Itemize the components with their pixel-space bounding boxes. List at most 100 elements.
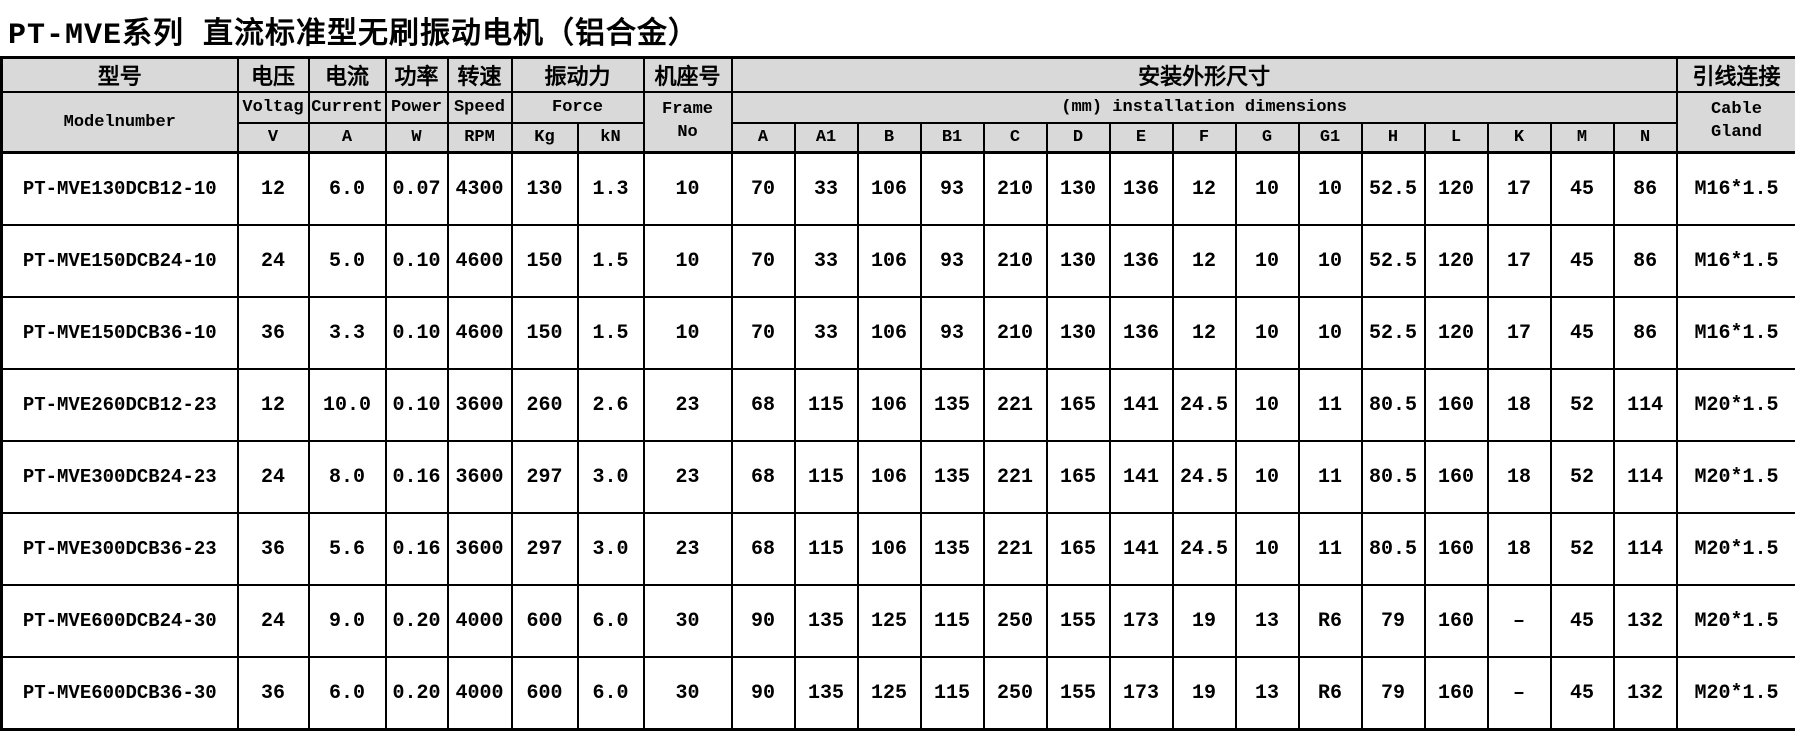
col-header-power-en: Power xyxy=(384,91,449,124)
page-title: PT-MVE系列 直流标准型无刷振动电机（铝合金） xyxy=(8,19,700,53)
cell-dim-g: 10 xyxy=(1234,512,1300,586)
cell-model: PT-MVE150DCB36-10 xyxy=(0,296,239,370)
cell-speed: 4600 xyxy=(446,224,513,298)
col-header-voltage-en: Voltag xyxy=(236,91,310,124)
col-header-frame-en: Frame No xyxy=(642,91,733,154)
cell-cable-gland: M20*1.5 xyxy=(1675,584,1795,658)
cell-dim-n: 132 xyxy=(1612,584,1678,658)
col-header-dimensions-en: (mm) installation dimensions xyxy=(730,91,1678,124)
col-header-speed-en: Speed xyxy=(446,91,513,124)
table-row: PT-MVE600DCB36-30 36 6.0 0.20 4000 600 6.0 30 90… xyxy=(0,656,1795,731)
cell-dim-c: 221 xyxy=(982,440,1048,514)
cell-dim-l: 160 xyxy=(1423,368,1489,442)
cell-dim-m: 45 xyxy=(1549,224,1615,298)
cell-dim-c: 210 xyxy=(982,151,1048,226)
dim-col-g1: G1 xyxy=(1297,122,1363,154)
cell-dim-f: 24.5 xyxy=(1171,440,1237,514)
cell-dim-g: 13 xyxy=(1234,584,1300,658)
table-row: PT-MVE130DCB12-10 12 6.0 0.07 4300 130 1.3 10 70… xyxy=(0,151,1795,226)
dim-col-a: A xyxy=(730,122,796,154)
cell-dim-b1: 135 xyxy=(919,368,985,442)
cell-dim-d: 155 xyxy=(1045,584,1111,658)
cell-dim-a1: 115 xyxy=(793,440,859,514)
cell-dim-a1: 33 xyxy=(793,224,859,298)
cell-dim-m: 52 xyxy=(1549,440,1615,514)
cell-cable-gland: M20*1.5 xyxy=(1675,440,1795,514)
cell-dim-g1: 11 xyxy=(1297,440,1363,514)
cell-dim-h: 80.5 xyxy=(1360,512,1426,586)
cell-voltage: 24 xyxy=(236,584,310,658)
cell-dim-g1: 10 xyxy=(1297,296,1363,370)
cell-current: 10.0 xyxy=(307,368,387,442)
cell-dim-h: 52.5 xyxy=(1360,296,1426,370)
col-header-dimensions-cn: 安装外形尺寸 xyxy=(730,56,1678,93)
unit-speed: RPM xyxy=(446,122,513,154)
cell-dim-g1: 10 xyxy=(1297,151,1363,226)
cell-dim-a: 68 xyxy=(730,512,796,586)
col-header-current-en: Current xyxy=(307,91,387,124)
cell-dim-a1: 135 xyxy=(793,656,859,731)
cell-dim-d: 130 xyxy=(1045,151,1111,226)
cell-dim-k: 18 xyxy=(1486,512,1552,586)
cell-dim-f: 12 xyxy=(1171,224,1237,298)
cell-force-kn: 1.5 xyxy=(576,224,645,298)
table-row: PT-MVE150DCB36-10 36 3.3 0.10 4600 150 1.5 10 70… xyxy=(0,296,1795,370)
col-header-power-cn: 功率 xyxy=(384,56,449,93)
cell-dim-c: 250 xyxy=(982,584,1048,658)
cell-power: 0.16 xyxy=(384,512,449,586)
cell-dim-n: 114 xyxy=(1612,512,1678,586)
cell-current: 5.6 xyxy=(307,512,387,586)
table-row: PT-MVE300DCB36-23 36 5.6 0.16 3600 297 3.0 23 68… xyxy=(0,512,1795,586)
cell-dim-d: 130 xyxy=(1045,224,1111,298)
cell-frame: 10 xyxy=(642,296,733,370)
cell-force-kn: 2.6 xyxy=(576,368,645,442)
cell-dim-f: 19 xyxy=(1171,584,1237,658)
col-header-current-cn: 电流 xyxy=(307,56,387,93)
spec-table-body: PT-MVE130DCB12-10 12 6.0 0.07 4300 130 1.3 10 70… xyxy=(0,151,1795,731)
cell-dim-m: 52 xyxy=(1549,512,1615,586)
cell-dim-g1: R6 xyxy=(1297,584,1363,658)
cell-dim-h: 80.5 xyxy=(1360,368,1426,442)
cell-dim-a1: 135 xyxy=(793,584,859,658)
cell-dim-a1: 33 xyxy=(793,151,859,226)
cell-dim-b: 106 xyxy=(856,440,922,514)
cell-dim-l: 120 xyxy=(1423,224,1489,298)
cell-dim-h: 80.5 xyxy=(1360,440,1426,514)
cell-dim-l: 160 xyxy=(1423,512,1489,586)
cell-dim-b: 125 xyxy=(856,656,922,731)
cell-model: PT-MVE600DCB36-30 xyxy=(0,656,239,731)
cell-dim-f: 24.5 xyxy=(1171,368,1237,442)
cell-dim-b1: 93 xyxy=(919,224,985,298)
cell-dim-c: 221 xyxy=(982,512,1048,586)
cell-dim-c: 210 xyxy=(982,296,1048,370)
cell-dim-a: 90 xyxy=(730,656,796,731)
cell-dim-b1: 115 xyxy=(919,656,985,731)
cell-force-kg: 600 xyxy=(510,584,579,658)
unit-force-kn: kN xyxy=(576,122,645,154)
cell-dim-g1: 10 xyxy=(1297,224,1363,298)
cell-dim-c: 250 xyxy=(982,656,1048,731)
cell-model: PT-MVE260DCB12-23 xyxy=(0,368,239,442)
cell-dim-a: 70 xyxy=(730,296,796,370)
cell-dim-k: 18 xyxy=(1486,440,1552,514)
cell-force-kn: 6.0 xyxy=(576,584,645,658)
cell-speed: 3600 xyxy=(446,368,513,442)
col-header-force-cn: 振动力 xyxy=(510,56,645,93)
cell-force-kn: 3.0 xyxy=(576,512,645,586)
cell-dim-m: 45 xyxy=(1549,296,1615,370)
cell-dim-b: 106 xyxy=(856,296,922,370)
dim-col-l: L xyxy=(1423,122,1489,154)
cell-dim-a: 70 xyxy=(730,151,796,226)
cell-force-kg: 297 xyxy=(510,440,579,514)
table-row: PT-MVE300DCB24-23 24 8.0 0.16 3600 297 3.0 23 68… xyxy=(0,440,1795,514)
cell-dim-f: 24.5 xyxy=(1171,512,1237,586)
table-row: PT-MVE600DCB24-30 24 9.0 0.20 4000 600 6.0 30 90… xyxy=(0,584,1795,658)
cell-power: 0.10 xyxy=(384,368,449,442)
cell-power: 0.16 xyxy=(384,440,449,514)
cell-dim-k: 18 xyxy=(1486,368,1552,442)
cell-model: PT-MVE600DCB24-30 xyxy=(0,584,239,658)
table-row: PT-MVE260DCB12-23 12 10.0 0.10 3600 260 2.6 23 6… xyxy=(0,368,1795,442)
unit-power: W xyxy=(384,122,449,154)
cell-dim-m: 45 xyxy=(1549,656,1615,731)
cell-dim-a1: 33 xyxy=(793,296,859,370)
